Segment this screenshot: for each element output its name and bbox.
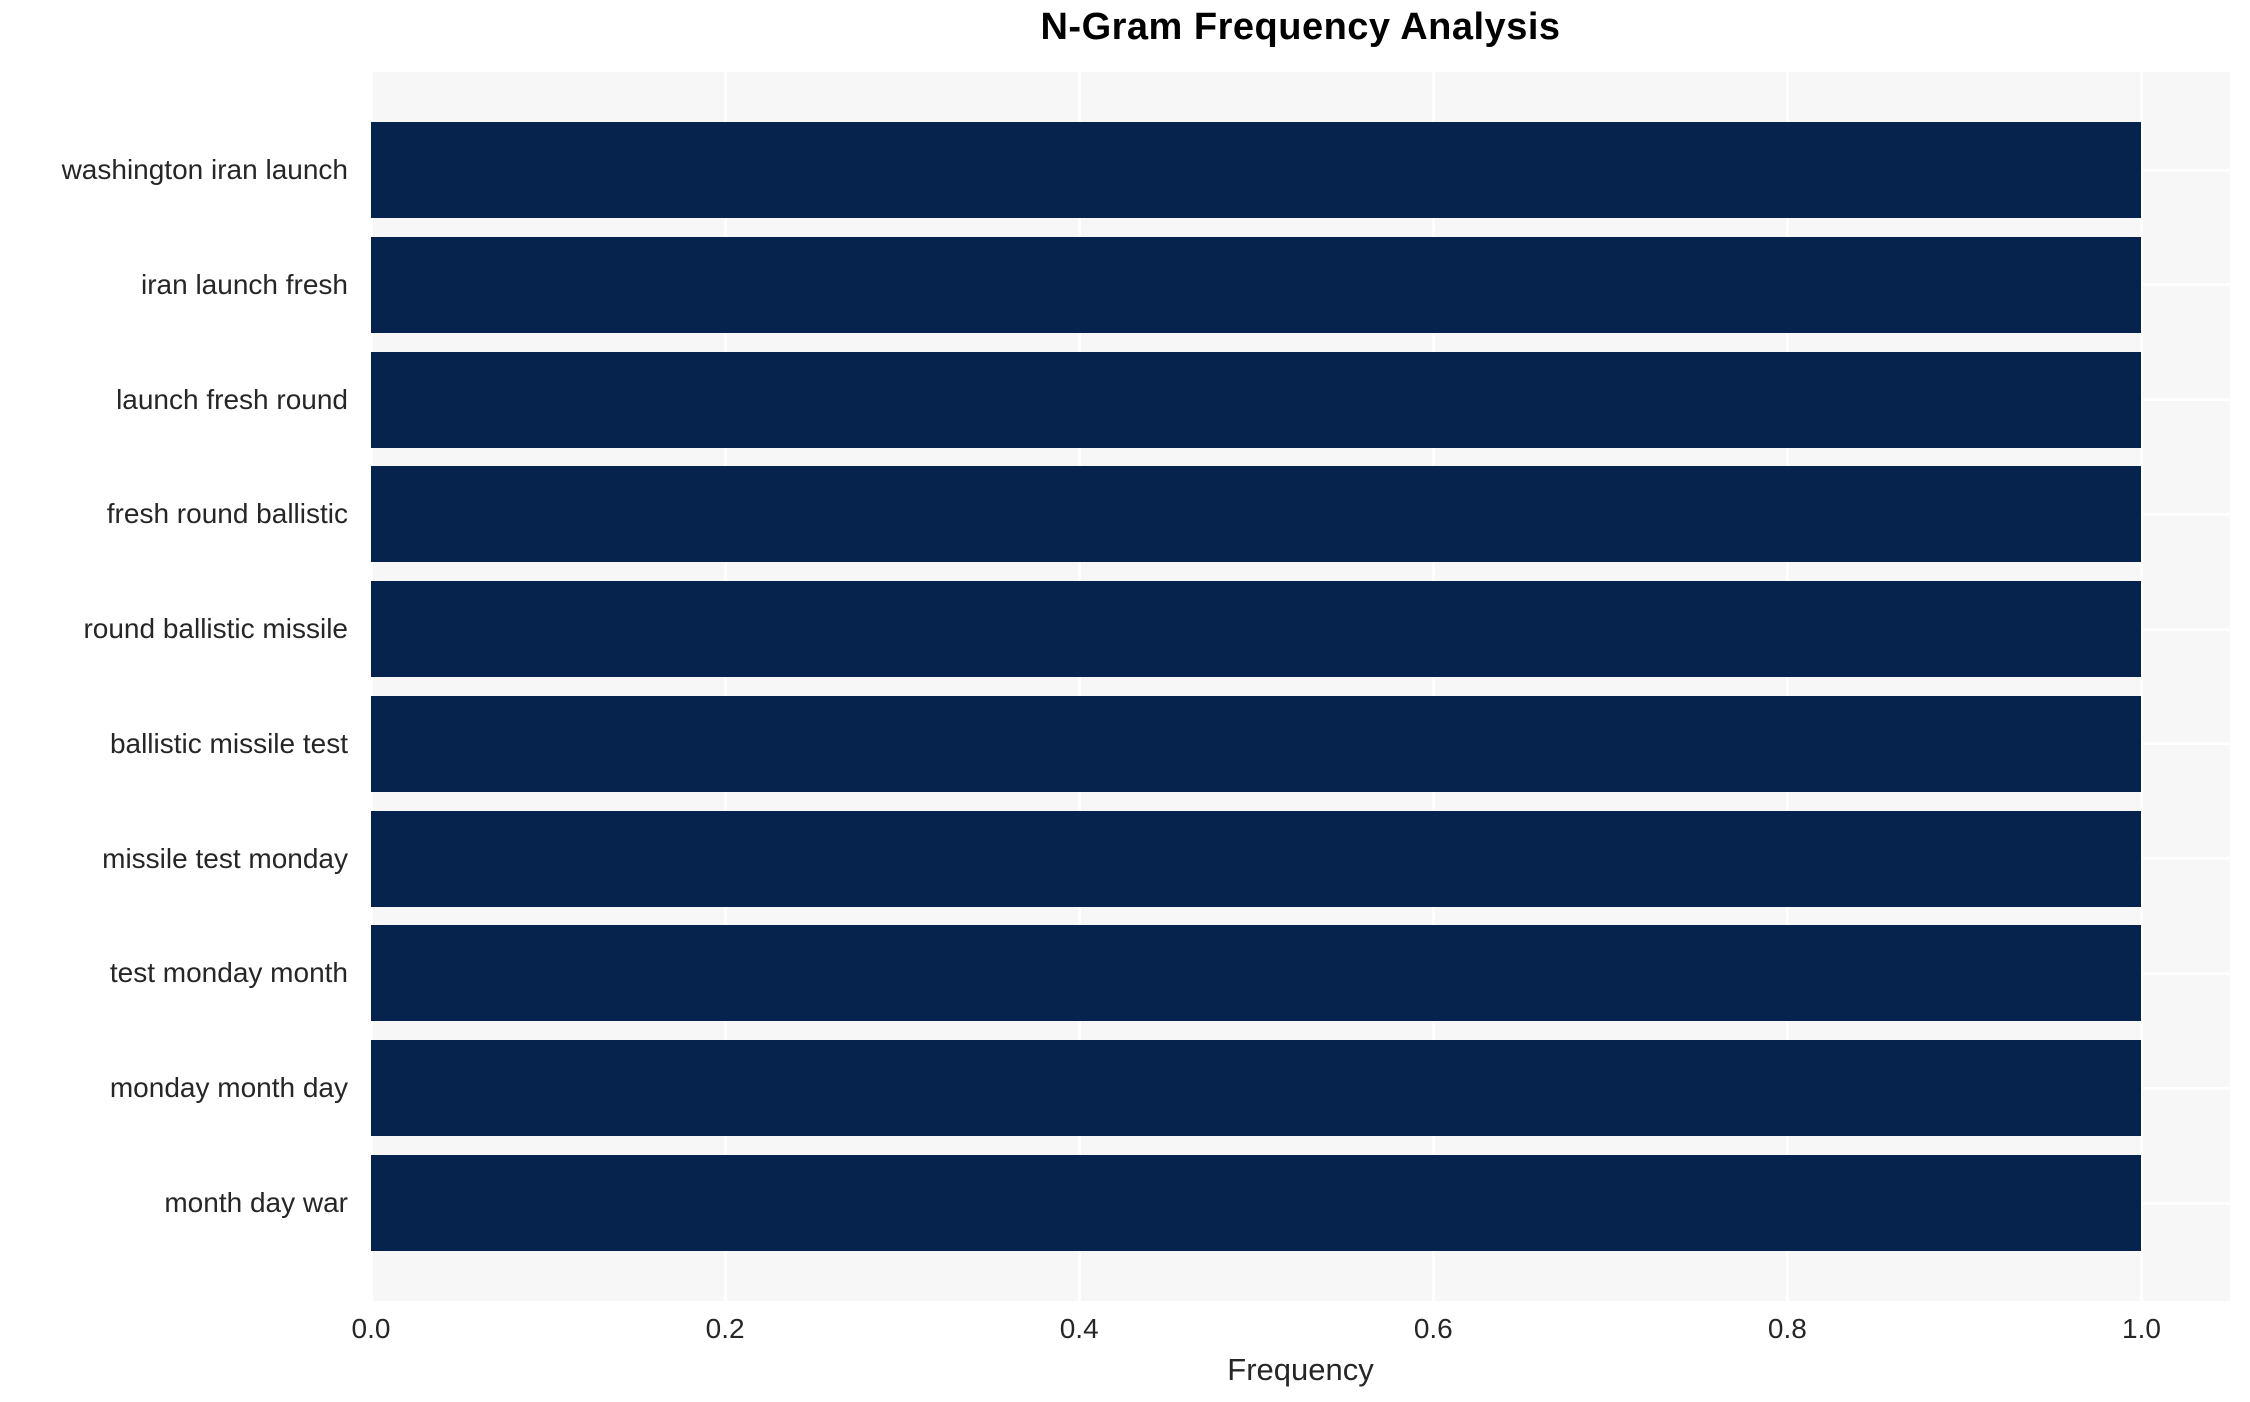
x-axis: 0.0 0.2 0.4 0.6 0.8 1.0 [352, 1301, 2230, 1351]
bar-washington-iran-launch [371, 122, 2142, 218]
x-tick-label: 1.0 [2122, 1313, 2161, 1344]
bar-missile-test-monday [371, 810, 2142, 907]
vertical-gridline [723, 72, 727, 1301]
x-tick-label: 0.2 [705, 1313, 745, 1344]
bar-round-ballistic-missile [371, 581, 2142, 678]
category-label: round ballistic missile [83, 613, 348, 645]
bar-test-monday-month [371, 925, 2142, 1022]
bar-monday-month-day [371, 1040, 2142, 1137]
vertical-gridline [2139, 72, 2143, 1301]
x-tick-label: 0.6 [1413, 1313, 1453, 1344]
category-label: launch fresh round [116, 383, 348, 415]
category-label: missile test monday [102, 842, 348, 874]
category-label: washington iran launch [61, 154, 348, 185]
x-tick-label: 0.8 [1767, 1313, 1807, 1344]
category-label: month day war [164, 1187, 348, 1218]
category-label: ballistic missile test [109, 727, 348, 759]
plot-area [369, 72, 2230, 1301]
x-tick-label: 0.0 [351, 1313, 391, 1344]
bar-ballistic-missile-test [371, 695, 2142, 792]
bar-iran-launch-fresh [371, 236, 2142, 333]
x-tick-label: 0.4 [1059, 1313, 1099, 1344]
category-label: iran launch fresh [140, 268, 348, 300]
category-label: monday month day [109, 1072, 348, 1104]
chart-title: N-Gram Frequency Analysis [1040, 6, 1561, 48]
category-label: fresh round ballistic [106, 498, 348, 530]
vertical-gridline [1431, 72, 1435, 1301]
category-label: test monday month [109, 957, 348, 989]
bar-fresh-round-ballistic [371, 466, 2142, 563]
vertical-gridline [1785, 72, 1789, 1301]
vertical-gridline [369, 72, 373, 1301]
bar-launch-fresh-round [371, 351, 2142, 448]
y-axis-labels: washington iran launch iran launch fresh l… [0, 72, 360, 1301]
bar-month-day-war [371, 1155, 2142, 1251]
x-axis-title: Frequency [1227, 1352, 1374, 1387]
vertical-gridline [1077, 72, 1081, 1301]
